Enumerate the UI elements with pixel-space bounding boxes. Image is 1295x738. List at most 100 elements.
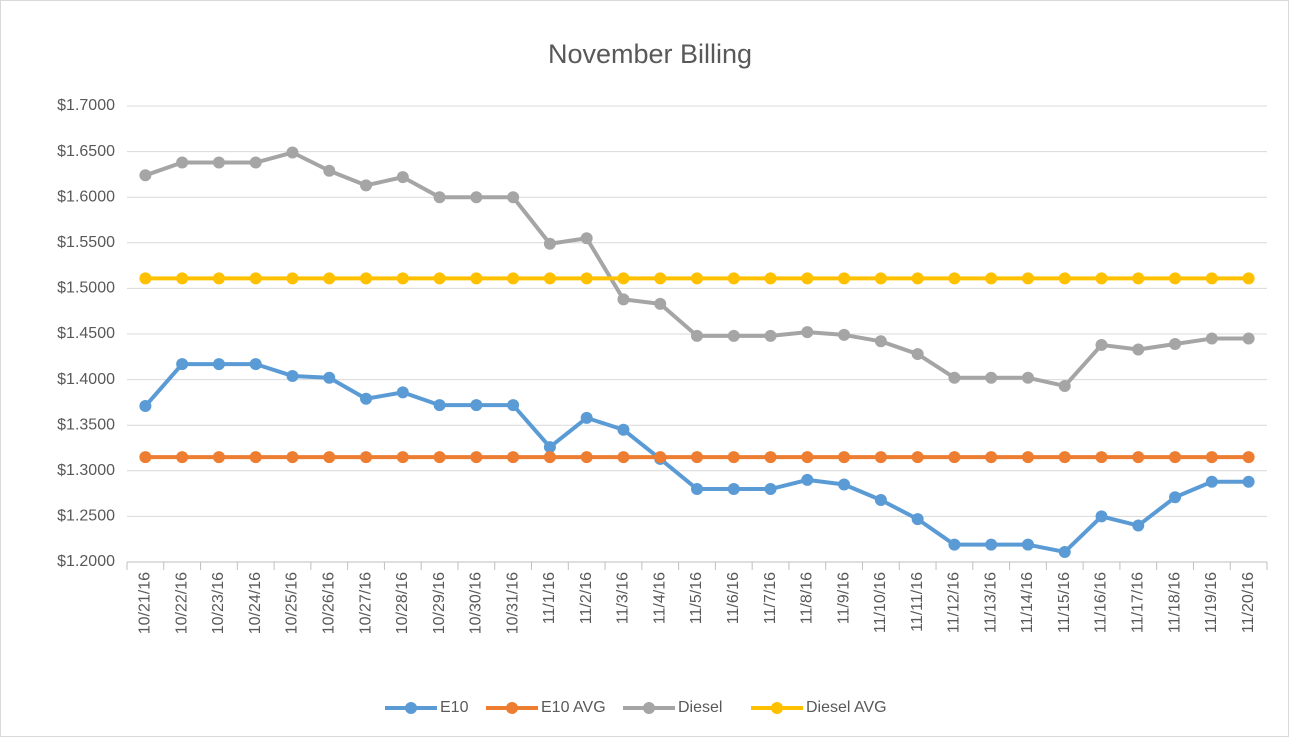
point (580, 232, 593, 245)
point (1095, 451, 1108, 464)
x-tick-label: 11/8/16 (799, 572, 816, 624)
y-tick-label: $1.6500 (57, 143, 115, 160)
point (580, 451, 593, 464)
y-tick-label: $1.3000 (57, 462, 115, 479)
x-tick-label: 11/13/16 (982, 572, 999, 633)
point (911, 451, 924, 464)
point (1132, 343, 1145, 356)
y-tick-label: $1.5500 (57, 234, 115, 251)
y-tick-label: $1.4500 (57, 325, 115, 342)
point (1021, 371, 1034, 384)
x-tick-label: 10/26/16 (320, 572, 337, 634)
point (286, 272, 299, 285)
legend-label: Diesel (678, 699, 722, 716)
x-tick-label: 11/10/16 (872, 572, 889, 633)
x-tick-label: 11/17/16 (1130, 572, 1147, 633)
point (1205, 475, 1218, 488)
point (691, 451, 703, 464)
point (543, 272, 556, 285)
point (433, 272, 446, 285)
point (617, 423, 630, 436)
point (433, 451, 446, 464)
point (1058, 451, 1071, 464)
x-tick-label: 11/15/16 (1056, 572, 1073, 633)
point (691, 272, 703, 285)
point (470, 272, 483, 285)
x-tick-label: 10/27/16 (357, 572, 374, 634)
x-tick-label: 11/9/16 (835, 572, 852, 624)
y-tick-label: $1.7000 (57, 97, 115, 114)
point (249, 272, 262, 285)
point (212, 451, 225, 464)
point (433, 399, 446, 412)
point (948, 371, 961, 384)
point (1132, 519, 1145, 532)
point (543, 237, 556, 250)
legend-label: E10 (440, 699, 469, 716)
point (1058, 545, 1071, 558)
x-tick-label: 11/19/16 (1203, 572, 1220, 633)
chart-title: November Billing (548, 39, 752, 69)
point (286, 451, 299, 464)
point (139, 400, 152, 413)
point (470, 191, 483, 204)
x-tick-label: 11/5/16 (688, 572, 705, 624)
point (323, 451, 336, 464)
point (985, 371, 998, 384)
point (948, 538, 961, 551)
point (249, 451, 262, 464)
x-tick-label: 11/4/16 (651, 572, 668, 624)
point (360, 392, 373, 405)
point (1095, 338, 1108, 351)
y-tick-label: $1.5000 (57, 280, 115, 297)
point (139, 169, 152, 182)
point (176, 358, 189, 371)
point (286, 146, 299, 159)
y-tick-label: $1.2000 (57, 553, 115, 570)
point (543, 451, 556, 464)
point (286, 369, 299, 382)
point (507, 451, 520, 464)
legend-label: E10 AVG (541, 699, 606, 716)
point (801, 473, 814, 486)
point (323, 371, 336, 384)
point (212, 358, 225, 371)
point (801, 272, 814, 285)
x-tick-label: 11/16/16 (1093, 572, 1110, 633)
x-tick-label: 11/18/16 (1166, 572, 1183, 633)
point (727, 451, 740, 464)
point (617, 451, 630, 464)
point (1169, 338, 1182, 351)
point (1242, 451, 1255, 464)
point (396, 171, 409, 184)
point (1021, 538, 1034, 551)
point (1205, 451, 1218, 464)
point (874, 451, 887, 464)
point (323, 272, 336, 285)
point (911, 272, 924, 285)
point (1242, 332, 1255, 345)
x-tick-label: 11/7/16 (762, 572, 779, 624)
point (911, 513, 924, 526)
point (1058, 272, 1071, 285)
x-tick-label: 11/6/16 (725, 572, 742, 624)
x-tick-label: 10/29/16 (431, 572, 448, 634)
point (580, 411, 593, 424)
point (433, 191, 446, 204)
legend-marker (506, 702, 518, 714)
point (727, 483, 740, 496)
point (580, 272, 593, 285)
point (1095, 510, 1108, 523)
point (801, 451, 814, 464)
point (212, 272, 225, 285)
x-tick-label: 10/25/16 (284, 572, 301, 634)
legend-label: Diesel AVG (806, 699, 887, 716)
point (1205, 272, 1218, 285)
x-tick-label: 11/12/16 (946, 572, 963, 633)
point (1021, 272, 1034, 285)
point (396, 386, 409, 399)
point (1095, 272, 1108, 285)
point (874, 335, 887, 348)
x-tick-label: 10/30/16 (468, 572, 485, 634)
point (1169, 451, 1182, 464)
